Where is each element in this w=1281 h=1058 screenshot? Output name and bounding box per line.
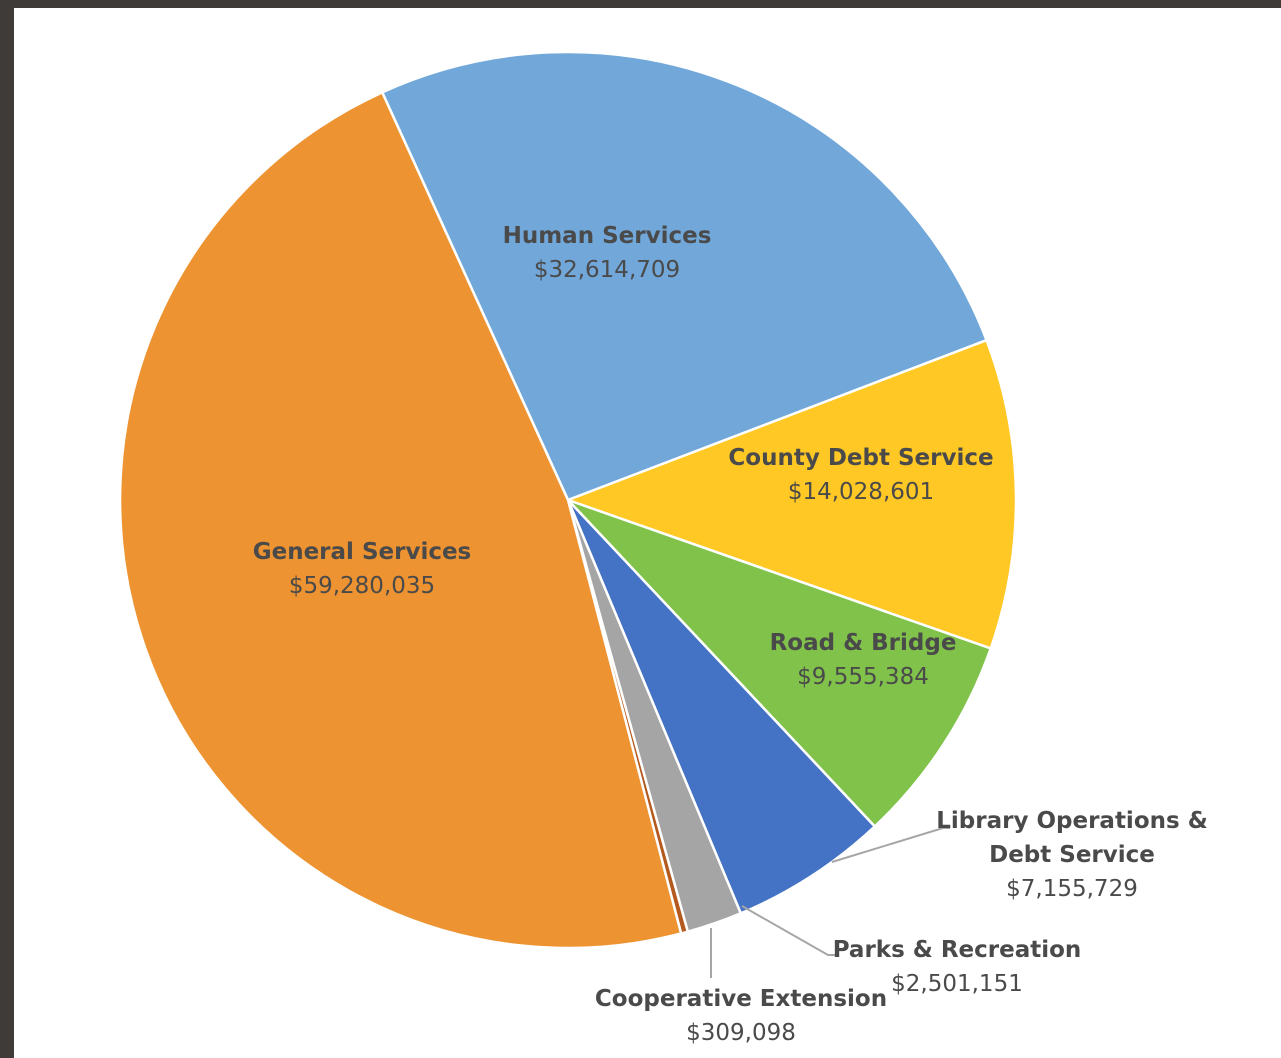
label-name-cooperative-extension: Cooperative Extension <box>595 986 887 1012</box>
slice-county-debt-service <box>566 338 1018 650</box>
label-name-library-operations-debt-service: Debt Service <box>989 842 1155 868</box>
label-value-library-operations-debt-service: $7,155,729 <box>1006 876 1138 902</box>
leader-lines <box>710 827 950 978</box>
label-value-parks-recreation: $2,501,151 <box>891 971 1023 997</box>
slice-general-services <box>118 91 683 950</box>
label-name-general-services: General Services <box>253 539 472 565</box>
pie-slices <box>118 50 1018 950</box>
label-name-human-services: Human Services <box>503 223 712 249</box>
leader-line-parks-recreation <box>741 905 838 956</box>
label-value-general-services: $59,280,035 <box>289 573 435 599</box>
slice-human-services <box>380 50 988 502</box>
slice-library-operations-debt-service <box>566 498 877 915</box>
label-name-county-debt-service: County Debt Service <box>728 445 993 471</box>
label-name-road-bridge: Road & Bridge <box>770 630 957 656</box>
label-name-library-operations-debt-service: Library Operations & <box>936 808 1208 834</box>
label-value-road-bridge: $9,555,384 <box>797 664 929 690</box>
leader-line-library-operations-debt-service <box>831 827 950 863</box>
data-labels: Human Services $32,614,709 County Debt Ser… <box>253 223 1208 1046</box>
label-value-cooperative-extension: $309,098 <box>686 1020 796 1046</box>
label-value-county-debt-service: $14,028,601 <box>788 479 934 505</box>
label-name-parks-recreation: Parks & Recreation <box>833 937 1082 963</box>
slice-road-bridge <box>566 498 992 828</box>
label-value-human-services: $32,614,709 <box>534 257 680 283</box>
